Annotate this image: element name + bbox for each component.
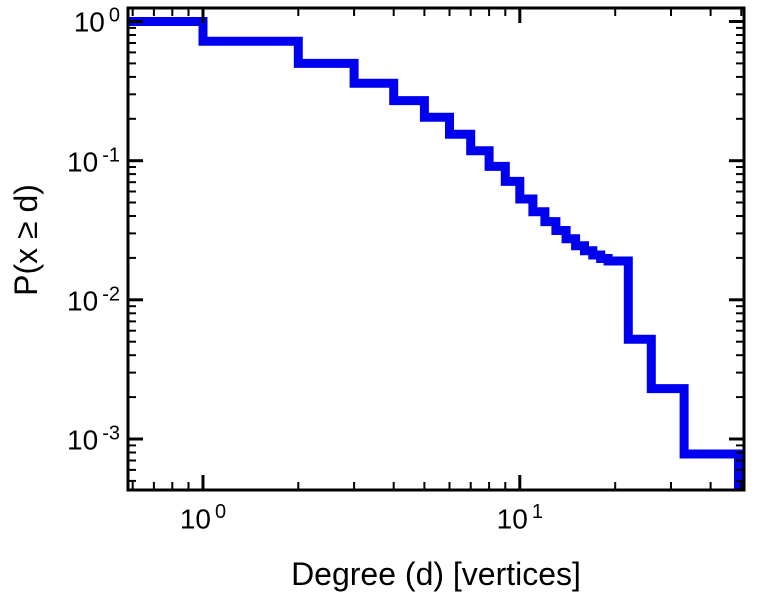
x-tick-label: 10 0 xyxy=(180,502,226,533)
y-tick-label: 10 -2 xyxy=(67,284,120,315)
ccdf-step-line xyxy=(128,17,743,490)
axis-ticks xyxy=(128,8,744,490)
tick-label-base: 10 xyxy=(67,424,99,456)
y-tick-label: 10 -3 xyxy=(67,423,120,454)
x-tick-label: 10 1 xyxy=(497,502,543,533)
plot-frame xyxy=(126,6,746,492)
y-tick-label: 10 -1 xyxy=(67,145,120,176)
y-tick-label: 10 0 xyxy=(74,6,120,37)
y-axis-label: P(x ≥ d) xyxy=(8,184,44,296)
tick-label-base: 10 xyxy=(73,7,105,39)
x-axis-label: Degree (d) [vertices] xyxy=(291,556,581,592)
tick-label-exponent: -2 xyxy=(102,283,120,306)
tick-label-base: 10 xyxy=(67,146,99,178)
tick-label-base: 10 xyxy=(496,503,528,535)
tick-label-exponent: -1 xyxy=(102,143,120,166)
tick-label-exponent: 0 xyxy=(214,501,227,523)
tick-label-exponent: -3 xyxy=(102,422,120,445)
tick-label-base: 10 xyxy=(67,285,99,317)
tick-label-exponent: 0 xyxy=(108,4,120,27)
tick-label-base: 10 xyxy=(179,503,211,535)
tick-label-exponent: 1 xyxy=(531,501,543,523)
